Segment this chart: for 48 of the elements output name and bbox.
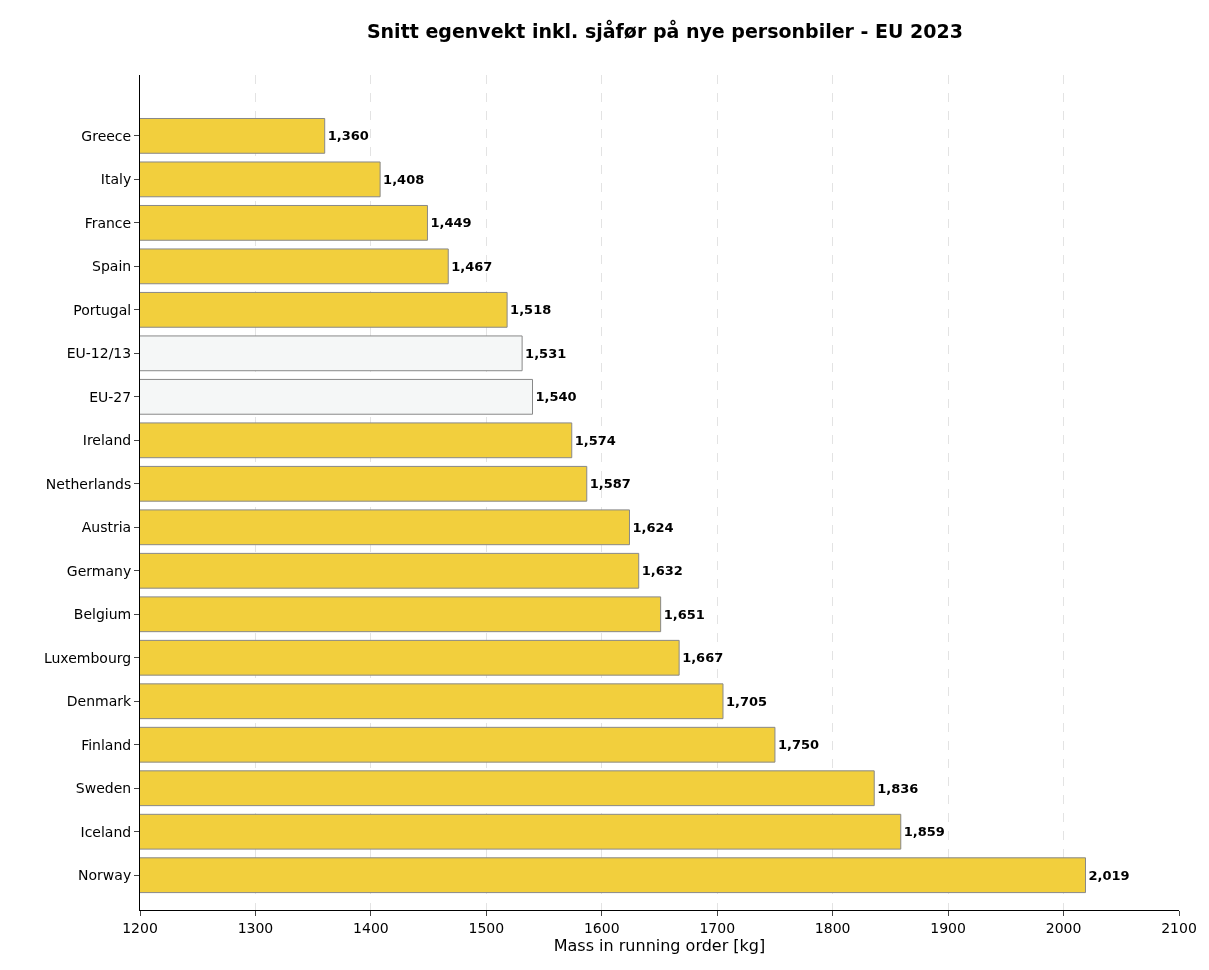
data-label: 1,531 xyxy=(525,345,567,361)
data-label: 1,408 xyxy=(383,171,425,187)
y-tick-label: Netherlands xyxy=(45,475,132,492)
y-tick-label: Italy xyxy=(100,171,132,188)
y-tick-label: EU-27 xyxy=(89,388,132,405)
x-axis-title: Mass in running order [kg] xyxy=(553,935,766,955)
y-tick-label: Luxembourg xyxy=(43,649,132,666)
data-label: 1,651 xyxy=(663,606,705,622)
y-tick-label: EU-12/13 xyxy=(66,345,132,362)
data-label: 1,467 xyxy=(451,258,493,274)
x-tick-label: 1700 xyxy=(699,919,736,936)
x-tick-label: 1200 xyxy=(122,919,158,936)
y-tick-label: Germany xyxy=(66,562,132,579)
y-tick-label: Greece xyxy=(81,127,132,144)
x-tick-label: 1400 xyxy=(353,919,389,936)
x-tick-label: 1900 xyxy=(930,919,966,936)
x-tick-label: 1600 xyxy=(583,919,620,936)
x-tick-label: 1300 xyxy=(237,919,274,936)
data-label: 1,624 xyxy=(632,519,674,535)
data-label: 1,750 xyxy=(777,737,820,753)
y-tick-label: Sweden xyxy=(75,780,132,797)
data-label: 2,019 xyxy=(1088,867,1130,883)
data-label: 1,705 xyxy=(725,693,768,709)
data-label: 1,667 xyxy=(682,650,724,666)
data-label: 1,518 xyxy=(510,302,552,318)
x-tick-label: 2100 xyxy=(1161,919,1197,936)
data-label: 1,540 xyxy=(535,389,577,405)
data-label: 1,449 xyxy=(430,215,472,231)
chart-title: Snitt egenvekt inkl. sjåfør på nye personbiler - EU 2023 xyxy=(366,18,963,42)
x-tick-label: 2000 xyxy=(1045,919,1082,936)
y-tick-label: Finland xyxy=(81,736,132,753)
y-tick-label: France xyxy=(84,214,132,231)
data-label: 1,574 xyxy=(574,432,616,448)
x-tick-label: 1500 xyxy=(468,919,505,936)
y-tick-label: Iceland xyxy=(80,823,132,840)
y-tick-label: Ireland xyxy=(82,432,132,449)
x-tick-label: 1800 xyxy=(814,919,851,936)
y-tick-label: Austria xyxy=(81,519,132,536)
data-label: 1,632 xyxy=(641,563,683,579)
y-tick-label: Norway xyxy=(78,867,132,884)
y-tick-label: Portugal xyxy=(73,301,132,318)
data-label: 1,360 xyxy=(327,128,369,144)
data-label: 1,859 xyxy=(903,824,945,840)
y-tick-label: Spain xyxy=(92,258,132,275)
y-tick-label: Denmark xyxy=(66,693,133,710)
data-label: 1,587 xyxy=(589,476,631,492)
data-label: 1,836 xyxy=(877,780,919,796)
y-tick-label: Belgium xyxy=(73,606,132,623)
